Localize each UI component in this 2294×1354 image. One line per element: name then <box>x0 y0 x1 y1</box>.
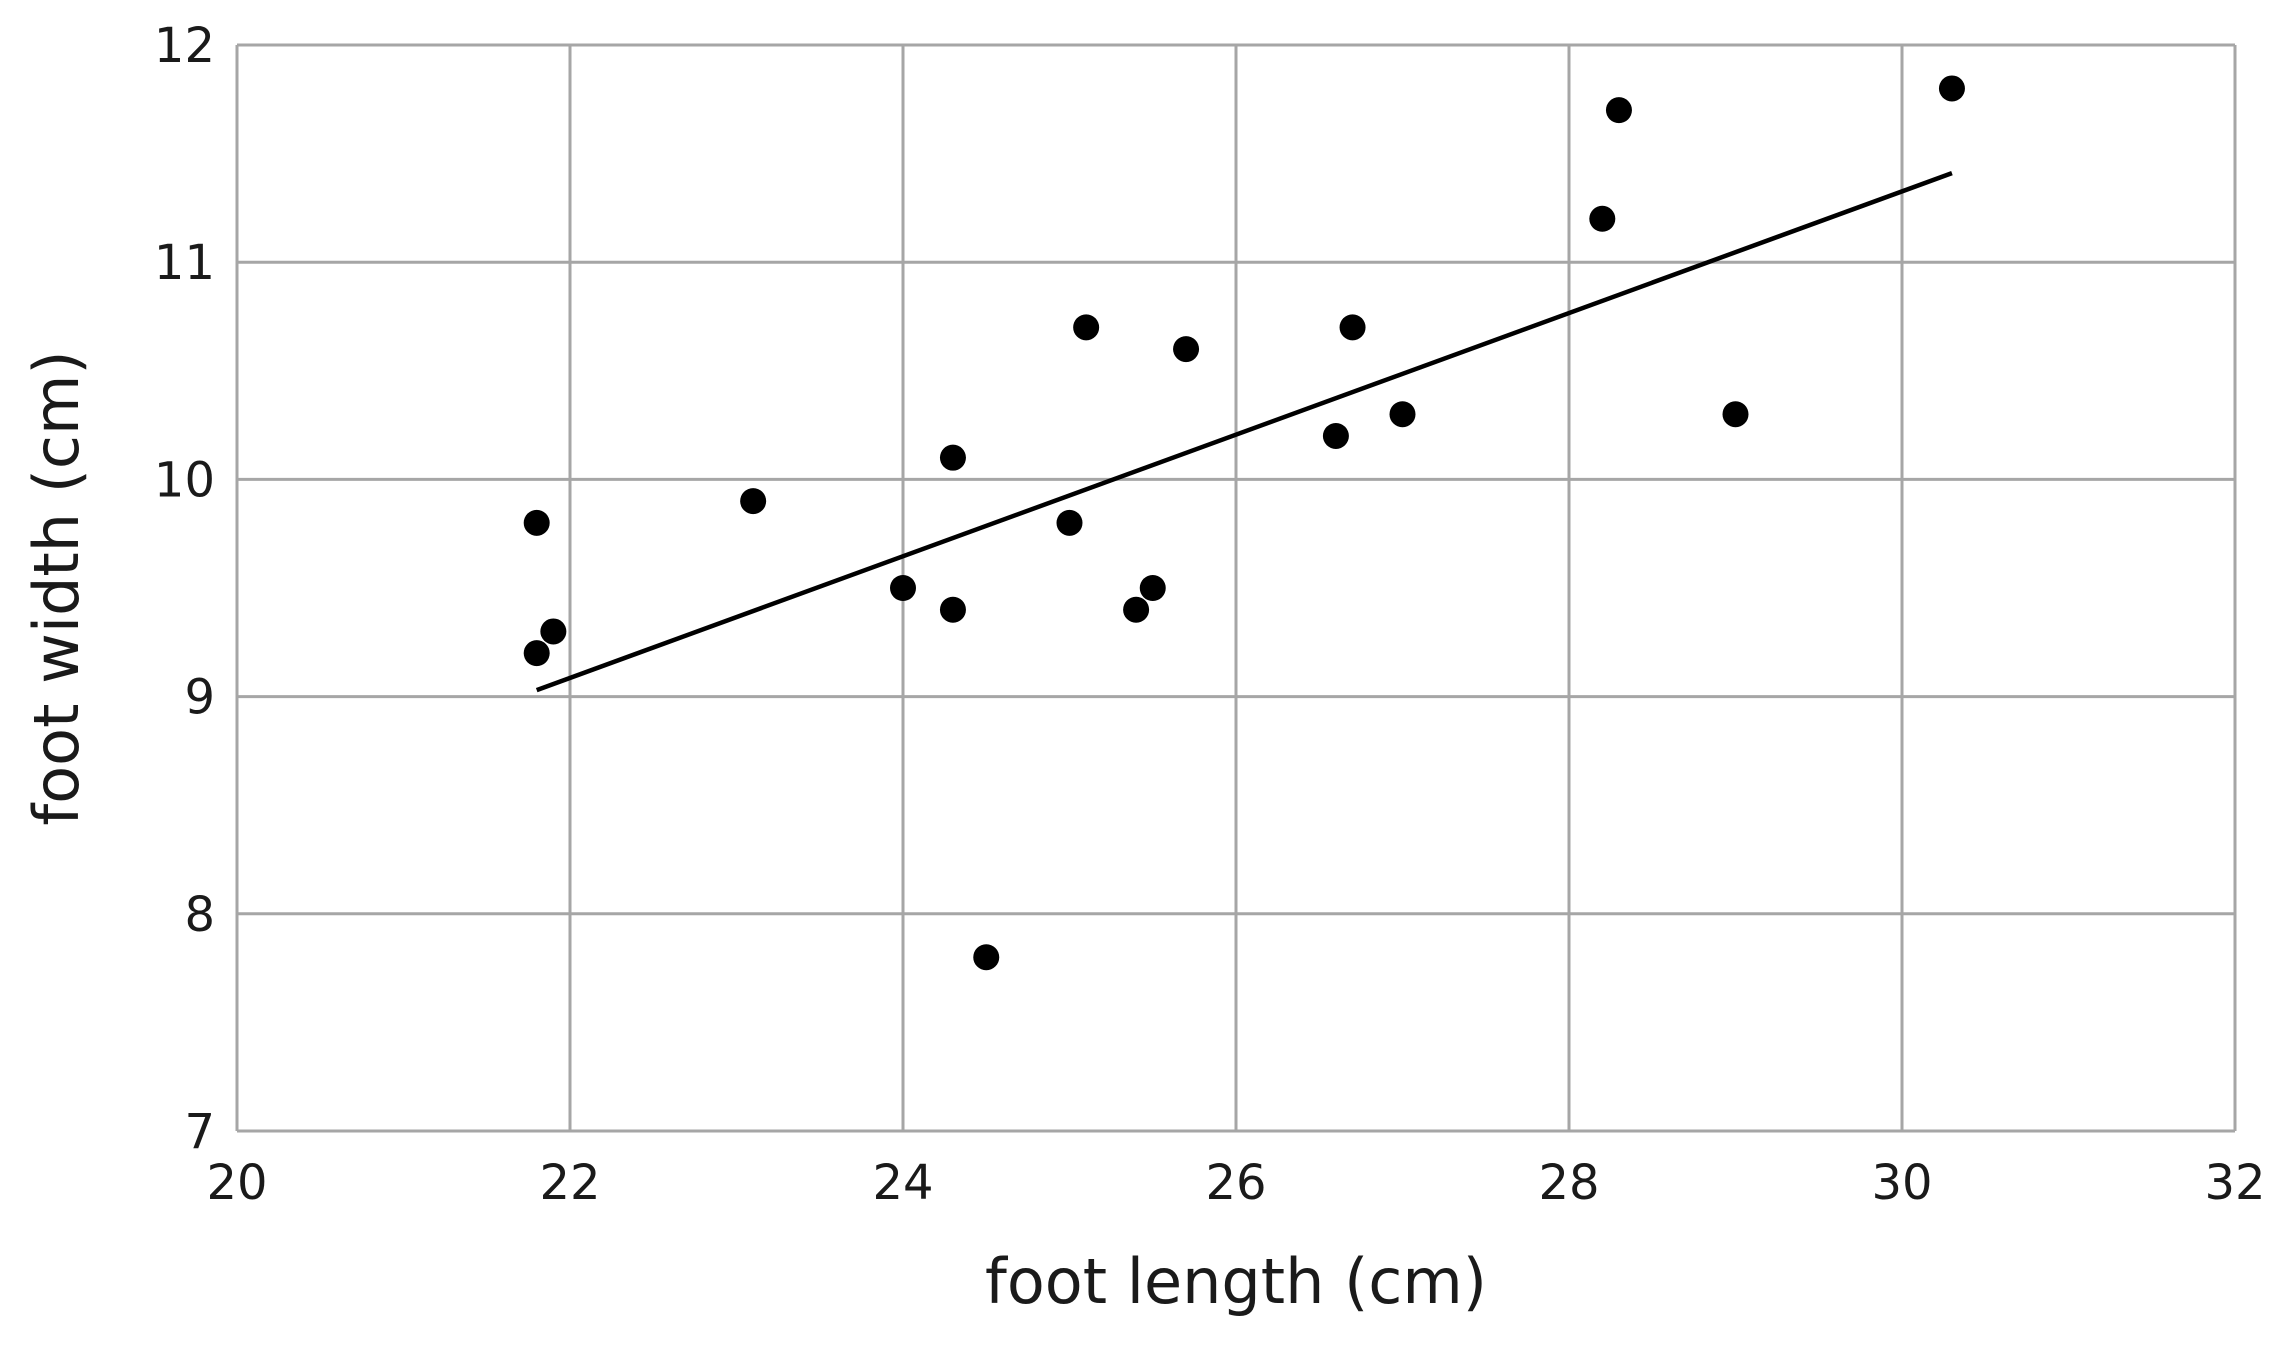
trend-line-group <box>535 171 1953 693</box>
y-tick-label: 9 <box>184 670 215 726</box>
data-point <box>1322 422 1349 449</box>
data-point <box>1173 336 1200 363</box>
x-tick-label: 32 <box>2204 1155 2265 1211</box>
data-point <box>523 640 550 667</box>
data-point <box>1938 75 1965 102</box>
x-tick-label: 22 <box>539 1155 600 1211</box>
data-point <box>1589 205 1616 232</box>
x-tick-labels: 20 22 24 26 28 30 32 <box>206 1155 2265 1211</box>
data-point <box>540 618 567 645</box>
x-axis-label: foot length (cm) <box>985 1245 1487 1318</box>
data-point <box>939 444 966 471</box>
data-point <box>1139 575 1166 601</box>
y-tick-label: 7 <box>184 1104 215 1160</box>
data-point <box>523 509 550 536</box>
x-tick-label: 24 <box>872 1155 933 1211</box>
grid <box>235 43 2237 1133</box>
x-tick-label: 28 <box>1538 1155 1599 1211</box>
data-points <box>523 75 1965 971</box>
x-tick-label: 20 <box>206 1155 267 1211</box>
data-point <box>740 488 767 515</box>
data-point <box>1389 401 1416 428</box>
data-point <box>939 596 966 623</box>
x-tick-label: 26 <box>1205 1155 1266 1211</box>
y-tick-label: 8 <box>184 887 215 943</box>
x-tick-label: 30 <box>1871 1155 1932 1211</box>
data-point <box>973 944 1000 971</box>
data-point <box>1123 596 1150 623</box>
data-point <box>1722 401 1749 428</box>
y-tick-label: 10 <box>154 452 215 508</box>
data-point <box>1073 314 1100 341</box>
data-point <box>1339 314 1366 341</box>
data-point <box>1056 509 1083 536</box>
y-axis-label: foot width (cm) <box>20 350 93 825</box>
y-tick-label: 12 <box>154 18 215 74</box>
data-point <box>890 575 916 601</box>
trend-line <box>535 171 1953 693</box>
y-tick-labels: 7 8 9 10 11 12 <box>154 18 215 1160</box>
data-point <box>1605 97 1632 124</box>
y-tick-label: 11 <box>154 235 215 291</box>
